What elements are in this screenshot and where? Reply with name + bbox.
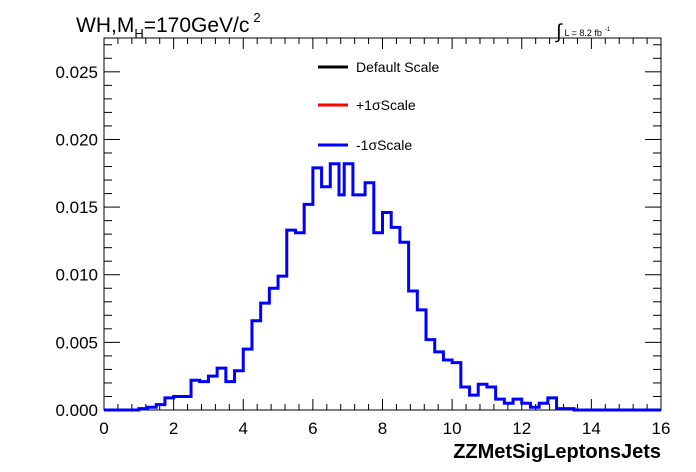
lumi-label: ∫ L = 8.2 fb -1	[555, 21, 611, 43]
y-tick-label: 0.010	[55, 266, 98, 285]
x-tick-label: 12	[512, 419, 531, 438]
x-tick-label: 8	[378, 419, 387, 438]
x-tick-label: 4	[239, 419, 248, 438]
y-tick-label: 0.000	[55, 401, 98, 420]
y-tick-label: 0.025	[55, 63, 98, 82]
x-tick-label: 16	[652, 419, 671, 438]
x-tick-label: 2	[169, 419, 178, 438]
x-tick-label: 14	[582, 419, 601, 438]
series-line-minus1sigma	[104, 162, 661, 412]
legend: Default Scale +1σScale -1σScale	[318, 59, 439, 153]
plot-area: 0 2 4 6 8 10 12 14 16 0.000 0.005 0.010 0.015 0.020 0.…	[55, 37, 671, 438]
legend-label-plus: +1σScale	[356, 97, 416, 113]
x-tick-label: 0	[99, 419, 108, 438]
y-tick-label: 0.005	[55, 333, 98, 352]
legend-label-default: Default Scale	[356, 59, 439, 75]
y-tick-label: 0.020	[55, 130, 98, 149]
x-axis-label: ZZMetSigLeptonsJets	[453, 441, 661, 463]
x-tick-label: 10	[443, 419, 462, 438]
chart-title: WH,MH=170GeV/c 2	[76, 10, 261, 41]
x-tick-label: 6	[308, 419, 317, 438]
y-tick-label: 0.015	[55, 198, 98, 217]
legend-label-minus: -1σScale	[356, 137, 412, 153]
